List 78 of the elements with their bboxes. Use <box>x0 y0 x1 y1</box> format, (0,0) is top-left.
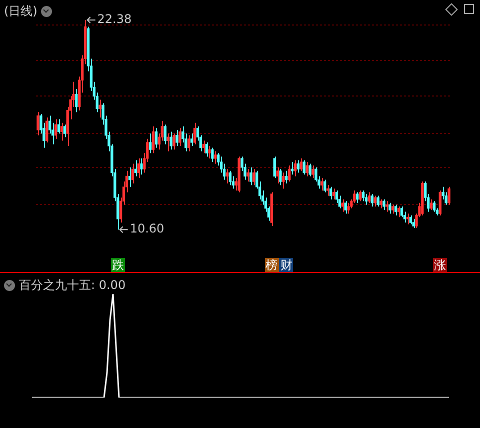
candlestick <box>252 168 256 186</box>
annotation: 22.38 <box>97 12 132 26</box>
candlestick <box>335 190 338 204</box>
candlestick <box>432 200 436 212</box>
chart-title: 百分之九十五: 0.00 <box>19 277 126 294</box>
candlestick <box>131 163 134 184</box>
text: 涨 <box>433 258 448 272</box>
candlestick <box>149 133 152 154</box>
candlestick <box>166 133 170 152</box>
candlestick <box>438 190 442 216</box>
candlestick <box>382 198 386 211</box>
candlestick <box>341 198 344 212</box>
text: 跌 <box>110 258 125 272</box>
text: 财 <box>279 258 294 272</box>
candlestick <box>308 163 312 177</box>
candlestick <box>178 128 182 146</box>
candlestick <box>98 99 102 118</box>
candlestick <box>370 194 374 207</box>
candlestick <box>329 186 332 200</box>
candlestick <box>46 117 48 143</box>
candlestick <box>154 128 158 148</box>
candlestick <box>368 192 371 204</box>
text: 榜 <box>264 258 279 272</box>
candlestick <box>302 160 306 175</box>
candlestick <box>282 172 285 190</box>
candlestick <box>205 142 208 158</box>
candlestick <box>134 160 137 177</box>
candlestick <box>273 156 276 178</box>
candlestick <box>288 165 291 182</box>
candlestick <box>406 213 409 225</box>
candlestick <box>48 115 52 134</box>
candlestick <box>374 195 376 207</box>
candlestick <box>57 118 60 134</box>
candlestick <box>36 112 40 136</box>
candlestick <box>60 122 63 142</box>
candlestick <box>386 200 388 212</box>
candlestick <box>356 192 359 204</box>
candlestick <box>326 184 330 196</box>
candlestick <box>279 168 282 186</box>
candlestick <box>276 166 279 184</box>
candlestick <box>140 158 143 175</box>
candlestick <box>250 166 252 186</box>
candlestick <box>448 186 450 206</box>
candlestick <box>202 140 205 154</box>
candlestick <box>246 168 250 182</box>
annotation: 10.60 <box>130 222 164 236</box>
candlestick <box>312 165 314 178</box>
candlestick <box>376 195 380 207</box>
candlestick <box>300 158 302 172</box>
candlestick <box>170 131 172 150</box>
candlestick <box>306 161 308 177</box>
candlestick <box>430 198 433 211</box>
candlestick <box>358 190 362 202</box>
candlestick <box>400 206 404 218</box>
candlestick <box>187 134 190 152</box>
candlestick <box>211 147 214 162</box>
candlestick <box>54 118 58 140</box>
candlestick <box>362 190 365 202</box>
candlestick <box>388 202 392 214</box>
candlestick <box>323 179 326 193</box>
candlestick <box>347 202 350 214</box>
candlestick <box>294 160 297 177</box>
candlestick <box>63 124 66 138</box>
candlestick <box>228 170 232 186</box>
candlestick <box>75 88 78 113</box>
candlestick <box>172 133 176 150</box>
candlestick <box>137 158 140 178</box>
candlestick <box>164 124 166 145</box>
candlestick <box>152 126 155 154</box>
candlestick <box>364 194 368 206</box>
candlestick <box>296 160 300 174</box>
chart-title: (日线) <box>4 3 38 20</box>
candlestick <box>214 150 217 164</box>
candlestick <box>193 122 196 145</box>
candlestick <box>208 145 211 159</box>
candlestick <box>320 178 324 191</box>
candlestick <box>176 129 178 146</box>
candlestick <box>344 200 347 214</box>
